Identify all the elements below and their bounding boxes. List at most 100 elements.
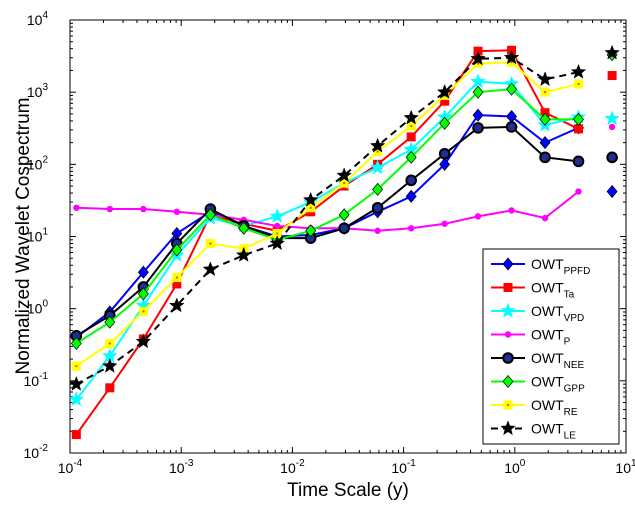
- data-point-p: [508, 207, 515, 214]
- data-point-vpd: [369, 159, 386, 175]
- data-point-vpd: [70, 391, 85, 407]
- data-point-ppfd: [405, 189, 417, 203]
- data-point-ta: [71, 430, 81, 440]
- legend-label: OWTTa: [531, 280, 575, 301]
- data-point-nee: [539, 151, 551, 164]
- x-tick-label: 10-1: [391, 458, 416, 476]
- legend-item-re: OWTRE: [491, 397, 578, 418]
- data-point-le: [537, 71, 553, 87]
- legend-marker: [500, 420, 516, 436]
- legend-marker: [500, 302, 516, 318]
- data-point-nee: [338, 222, 350, 235]
- data-point-p: [140, 205, 147, 213]
- data-point-nee: [371, 201, 384, 214]
- legend-marker: [502, 352, 514, 364]
- data-point-re-center: [309, 206, 312, 209]
- data-point-vpd: [470, 73, 486, 89]
- data-point-gpp: [338, 208, 350, 222]
- series-line-re: [75, 61, 579, 367]
- data-point-gpp: [573, 112, 584, 126]
- data-point-nee: [405, 174, 417, 187]
- series-line-nee: [75, 125, 579, 337]
- y-tick-label: 10-2: [24, 443, 49, 461]
- y-axis-title: Normalized Wavelet Cospectrum: [13, 98, 34, 375]
- extra-point-ppfd: [606, 184, 618, 199]
- data-point-p: [274, 222, 281, 230]
- data-point-re-center: [510, 61, 513, 64]
- y-tick-label: 101: [27, 227, 49, 245]
- data-point-le: [269, 235, 285, 251]
- data-point-le: [470, 50, 486, 66]
- series-layer: [70, 45, 587, 440]
- legend-item-ta: OWTTa: [491, 280, 575, 301]
- legend-label: OWTPPFD: [531, 256, 590, 277]
- y-tick-label: 10-1: [24, 371, 49, 389]
- data-point-le: [102, 357, 118, 373]
- data-point-p: [474, 213, 482, 220]
- extra-point-le: [604, 44, 620, 60]
- data-point-ta: [440, 96, 450, 106]
- x-tick-label: 10-3: [169, 458, 194, 476]
- data-point-le: [235, 247, 252, 262]
- data-point-re-center: [544, 91, 547, 94]
- legend-marker: [502, 257, 514, 271]
- data-point-gpp: [204, 208, 216, 222]
- legend-item-nee: OWTNEE: [491, 350, 585, 371]
- data-point-le: [135, 333, 152, 349]
- data-point-re-center: [343, 182, 346, 185]
- legend-item-vpd: OWTVPD: [491, 302, 584, 324]
- data-point-p: [374, 227, 381, 234]
- legend-label: OWTP: [531, 327, 571, 348]
- data-point-re-center: [175, 276, 178, 279]
- x-tick-label: 10-2: [280, 458, 305, 476]
- data-point-p: [407, 225, 415, 232]
- y-tick-label: 104: [27, 10, 49, 28]
- data-point-p: [173, 208, 181, 215]
- legend-label: OWTLE: [531, 421, 576, 442]
- extra-point-vpd: [604, 110, 620, 126]
- y-tick-labels: 10-2 10-1 100 101 102 103 104: [24, 10, 49, 461]
- data-point-re-center: [410, 124, 413, 127]
- extra-point-nee: [606, 151, 618, 164]
- data-point-ppfd: [472, 108, 484, 122]
- legend-label: OWTVPD: [531, 303, 584, 324]
- data-point-gpp: [305, 224, 317, 238]
- data-point-gpp: [472, 85, 484, 99]
- legend-marker: [502, 374, 514, 389]
- y-tick-label: 100: [27, 299, 49, 317]
- data-point-ta: [406, 132, 416, 142]
- data-point-le: [202, 261, 219, 277]
- series-line-vpd: [75, 80, 579, 401]
- extra-points: [604, 44, 620, 199]
- series-line-le: [75, 56, 579, 386]
- legend-item-le: OWTLE: [491, 420, 576, 442]
- data-point-p: [106, 205, 114, 213]
- data-point-le: [503, 49, 520, 65]
- legend-label: OWTGPP: [531, 374, 585, 395]
- data-point-gpp: [506, 82, 518, 96]
- legend-marker: [504, 331, 512, 338]
- legend-item-gpp: OWTGPP: [491, 374, 585, 395]
- legend-item-ppfd: OWTPPFD: [491, 256, 590, 277]
- legend-item-p: OWTP: [491, 327, 571, 348]
- data-point-le: [302, 191, 319, 207]
- data-point-nee: [505, 121, 518, 133]
- x-tick-label: 10-4: [58, 458, 83, 476]
- data-point-p: [575, 188, 582, 195]
- data-point-gpp: [238, 221, 250, 235]
- data-point-nee: [472, 122, 484, 134]
- series-line-gpp: [75, 88, 579, 345]
- axis-ticks: [69, 19, 627, 454]
- x-tick-label: 100: [504, 458, 526, 476]
- data-point-le: [70, 375, 85, 391]
- legend-marker-center: [507, 404, 509, 406]
- legend-marker: [503, 283, 513, 292]
- data-point-le: [169, 297, 185, 313]
- data-point-ta: [574, 124, 584, 134]
- data-point-vpd: [269, 208, 285, 224]
- data-point-p: [441, 220, 448, 227]
- data-point-re-center: [376, 150, 379, 153]
- legend-label: OWTNEE: [531, 350, 585, 371]
